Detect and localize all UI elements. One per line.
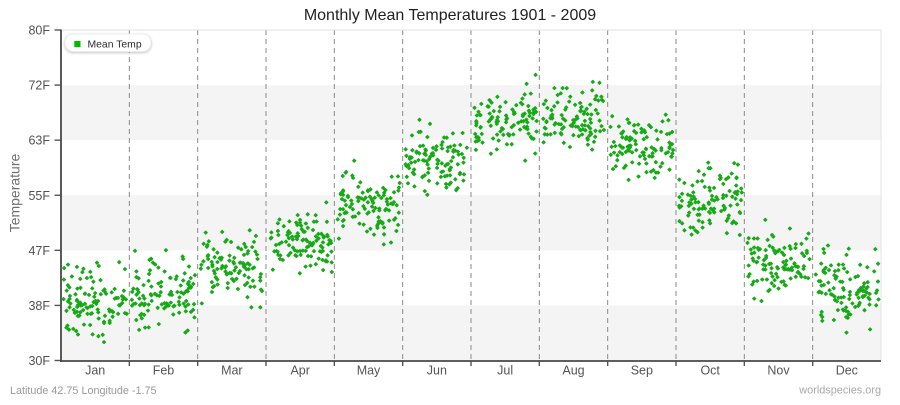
svg-text:30F: 30F	[28, 354, 50, 368]
svg-text:80F: 80F	[28, 24, 50, 38]
svg-text:Jan: Jan	[85, 364, 105, 378]
svg-text:72F: 72F	[28, 79, 50, 93]
svg-text:Apr: Apr	[290, 364, 309, 378]
svg-text:Sep: Sep	[631, 364, 653, 378]
svg-text:Aug: Aug	[562, 364, 584, 378]
svg-text:63F: 63F	[28, 134, 50, 148]
svg-text:38F: 38F	[28, 299, 50, 313]
svg-text:Temperature: Temperature	[7, 153, 23, 232]
svg-text:May: May	[357, 364, 381, 378]
svg-text:Oct: Oct	[700, 364, 720, 378]
svg-text:Feb: Feb	[153, 364, 175, 378]
svg-text:55F: 55F	[28, 189, 50, 203]
svg-text:worldspecies.org: worldspecies.org	[798, 385, 881, 397]
svg-text:Mean Temp: Mean Temp	[88, 40, 142, 51]
svg-text:Jul: Jul	[497, 364, 513, 378]
svg-text:Jun: Jun	[427, 364, 447, 378]
svg-text:Monthly Mean Temperatures 1901: Monthly Mean Temperatures 1901 - 2009	[304, 7, 596, 24]
svg-text:Latitude 42.75 Longitude -1.75: Latitude 42.75 Longitude -1.75	[10, 385, 156, 397]
svg-text:Nov: Nov	[767, 364, 790, 378]
svg-text:Mar: Mar	[221, 364, 243, 378]
svg-text:Dec: Dec	[836, 364, 858, 378]
svg-text:47F: 47F	[28, 244, 50, 258]
